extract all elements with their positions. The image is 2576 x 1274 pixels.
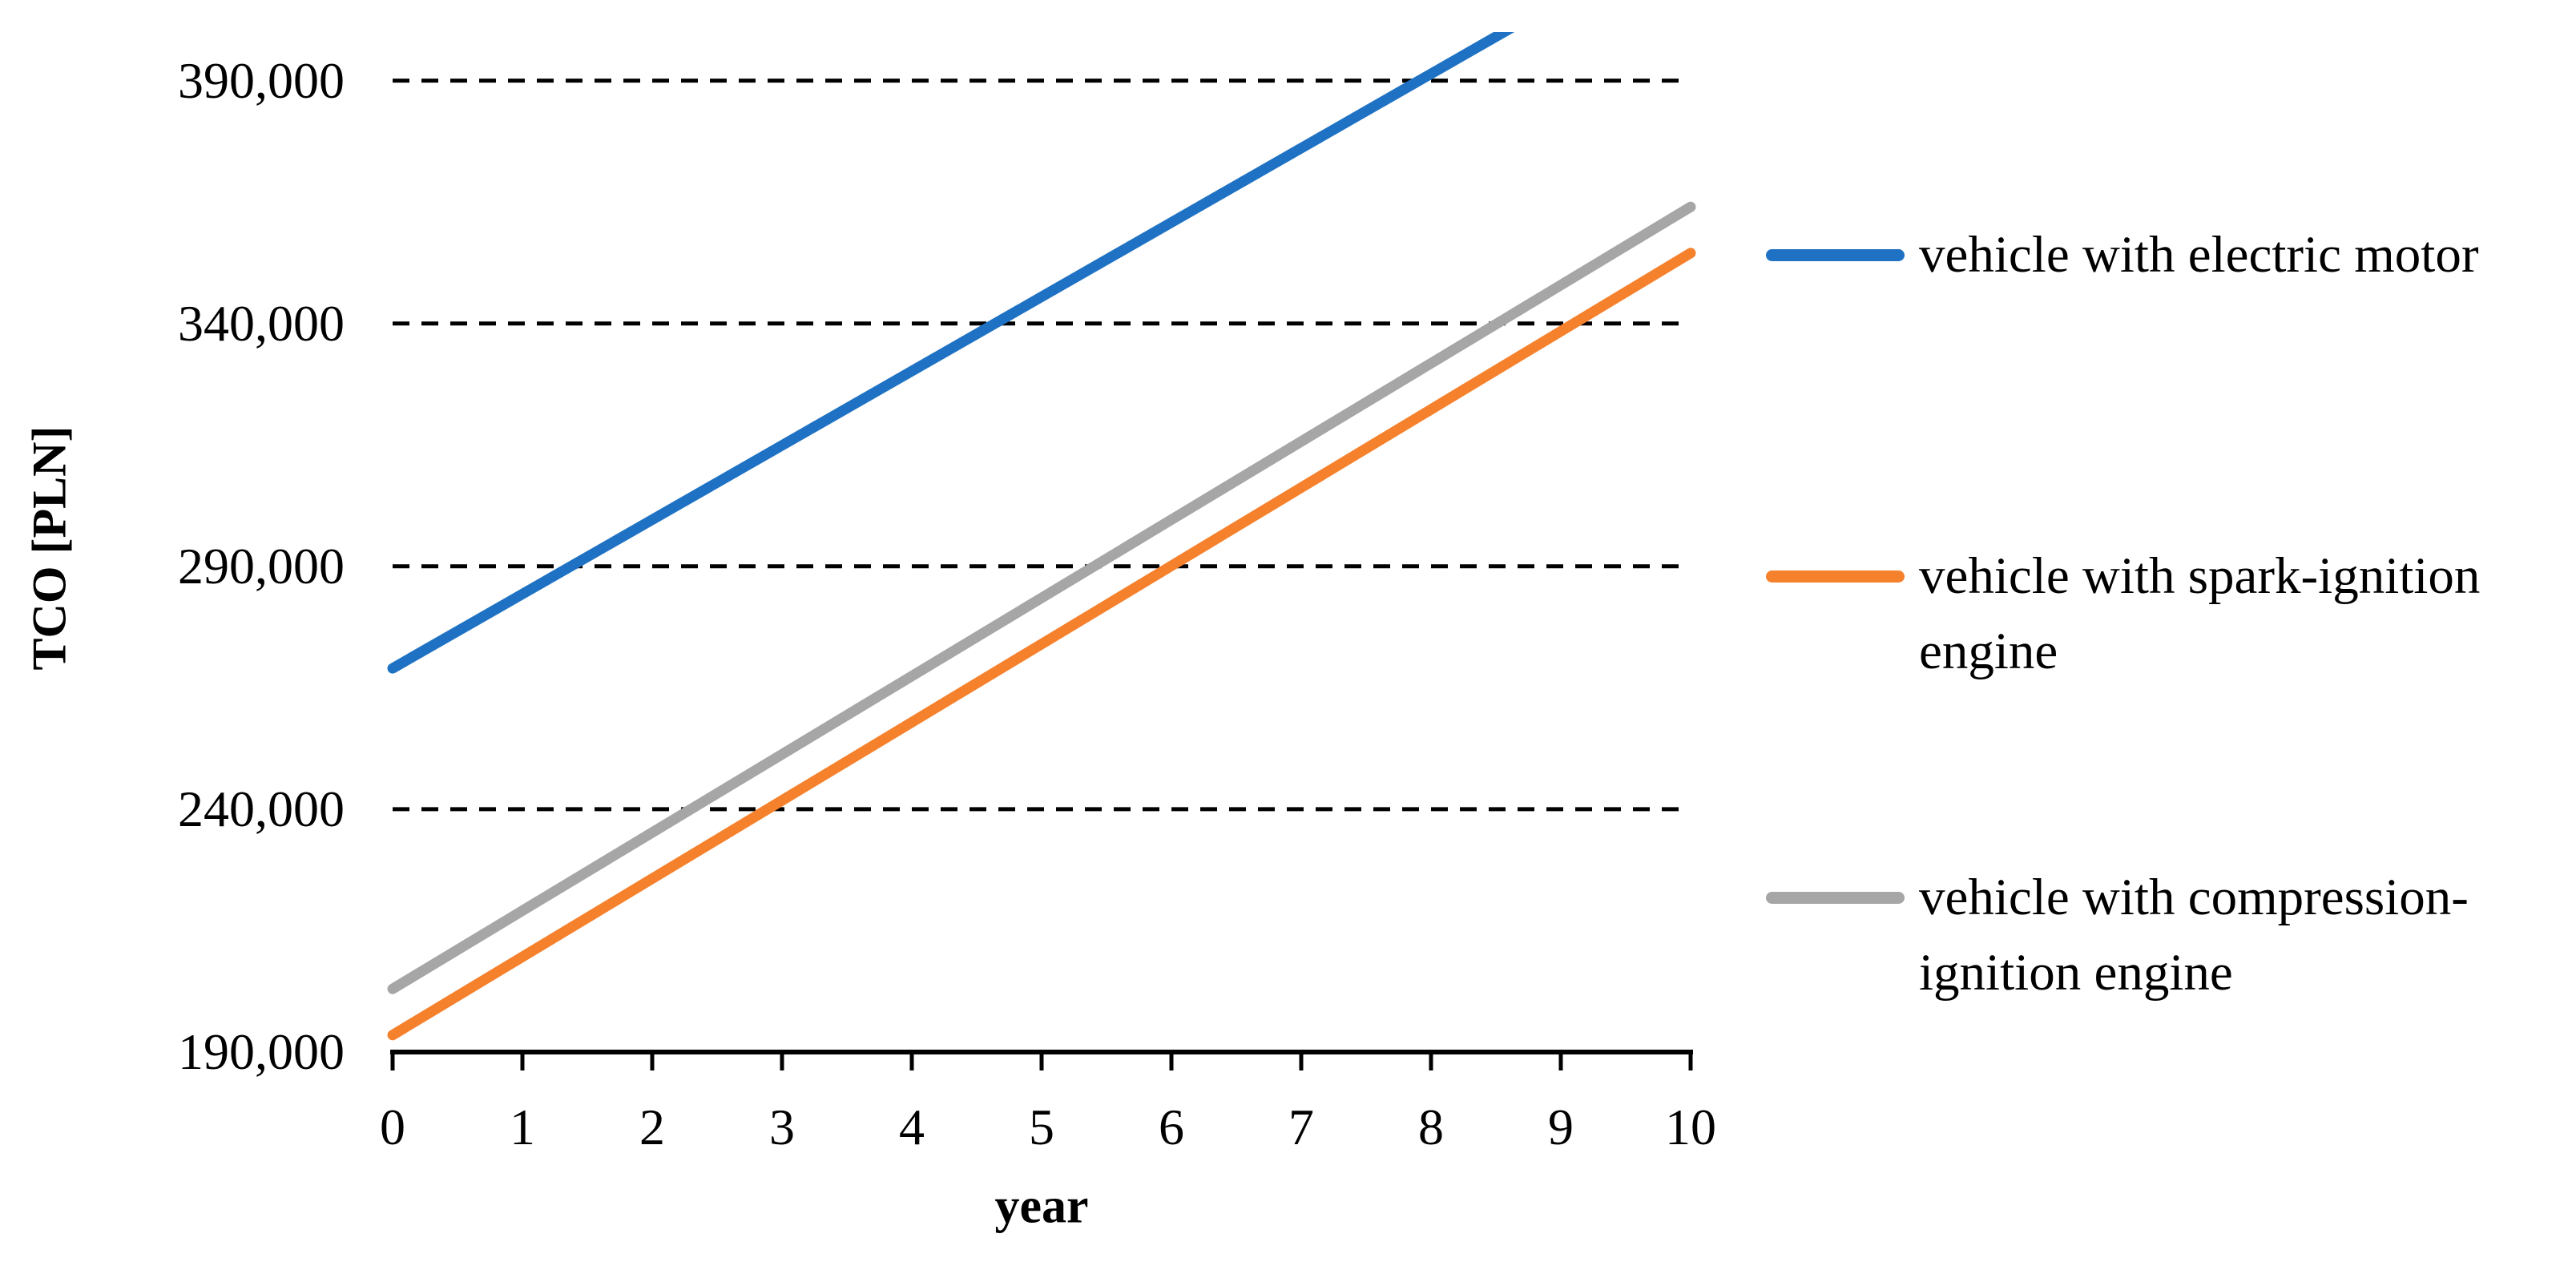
legend-swatch-electric	[1766, 249, 1905, 261]
y-tick-label-390,000: 390,000	[178, 51, 345, 109]
y-tick-label-240,000: 240,000	[178, 780, 345, 837]
legend-label-line: vehicle with spark-ignition	[1919, 547, 2481, 605]
x-tick-label-6: 6	[1159, 1099, 1184, 1155]
y-tick-label-290,000: 290,000	[178, 537, 345, 595]
legend-label-line: vehicle with electric motor	[1919, 226, 2479, 284]
x-tick-label-8: 8	[1418, 1099, 1444, 1155]
legend-label-compression-ignition: vehicle with compression- ignition engin…	[1919, 860, 2575, 1010]
x-tick-label-5: 5	[1029, 1099, 1054, 1155]
x-tick-label-4: 4	[899, 1099, 925, 1155]
x-axis-title: year	[994, 1179, 1089, 1234]
legend-swatch-compression-ignition	[1766, 892, 1905, 904]
series-line-0	[387, 32, 1515, 674]
legend-swatch-spark-ignition	[1766, 570, 1905, 583]
x-tick-label-2: 2	[639, 1099, 665, 1155]
y-axis-title: TCO [PLN]	[22, 425, 76, 671]
legend-item-spark-ignition: vehicle with spark-ignition engine	[1766, 538, 2575, 689]
x-tick-label-9: 9	[1548, 1099, 1574, 1155]
legend-label-electric: vehicle with electric motor	[1919, 217, 2575, 292]
series-line-2	[387, 201, 1696, 994]
legend-item-electric: vehicle with electric motor	[1766, 217, 2575, 292]
y-tick-label-190,000: 190,000	[178, 1023, 345, 1080]
x-tick-label-0: 0	[380, 1099, 405, 1155]
x-tick-label-7: 7	[1288, 1099, 1314, 1155]
legend-label-line: vehicle with compression-	[1919, 869, 2469, 926]
x-tick-label-1: 1	[510, 1099, 535, 1155]
x-tick-label-10: 10	[1665, 1099, 1716, 1155]
legend-label-spark-ignition: vehicle with spark-ignition engine	[1919, 538, 2575, 689]
legend-label-line: ignition engine	[1919, 944, 2233, 1002]
series-line-1	[387, 248, 1696, 1041]
legend-label-line: engine	[1919, 623, 2058, 680]
legend-item-compression-ignition: vehicle with compression- ignition engin…	[1766, 860, 2575, 1010]
x-tick-label-3: 3	[769, 1099, 795, 1155]
y-tick-label-340,000: 340,000	[178, 294, 345, 352]
